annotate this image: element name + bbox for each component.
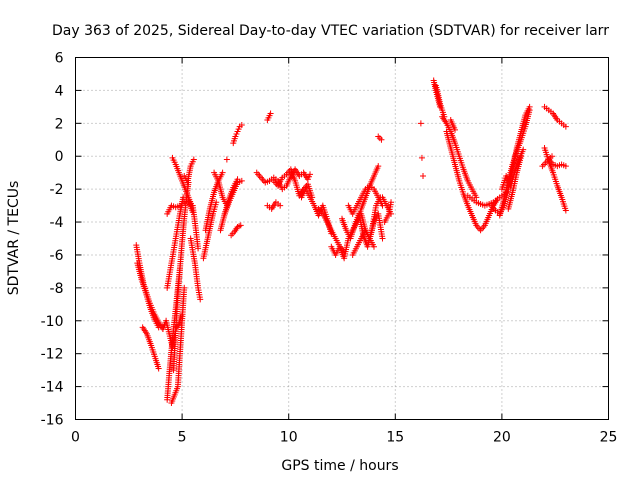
y-tick-label: -14 bbox=[41, 380, 64, 396]
x-axis-ticks: 0 5 10 15 20 25 bbox=[71, 57, 618, 446]
chart-title: Day 363 of 2025, Sidereal Day-to-day VTE… bbox=[52, 23, 609, 39]
data-point bbox=[378, 136, 385, 143]
data-point bbox=[520, 146, 527, 153]
data-point bbox=[562, 207, 569, 214]
x-tick-label: 15 bbox=[386, 430, 404, 446]
data-point bbox=[155, 324, 162, 331]
data-point bbox=[307, 171, 314, 178]
data-point bbox=[238, 177, 245, 184]
data-point bbox=[155, 365, 162, 372]
y-axis-label: SDTVAR / TECUs bbox=[6, 181, 22, 296]
plot-frame bbox=[75, 57, 609, 420]
data-point bbox=[388, 199, 395, 206]
y-axis-ticks: -16 -14 -12 -10 -8 -6 -4 -2 0 2 4 6 bbox=[41, 51, 609, 429]
data-point bbox=[526, 107, 533, 114]
data-point bbox=[197, 296, 204, 303]
data-point bbox=[375, 163, 382, 170]
x-tick-label: 25 bbox=[600, 430, 618, 446]
data-point bbox=[180, 194, 187, 201]
x-tick-label: 20 bbox=[493, 430, 511, 446]
y-tick-label: -4 bbox=[50, 215, 64, 231]
y-tick-label: -8 bbox=[50, 281, 64, 297]
data-point bbox=[181, 284, 188, 291]
y-tick-label: 4 bbox=[55, 83, 64, 99]
data-point bbox=[420, 172, 427, 179]
data-point bbox=[237, 222, 244, 229]
y-tick-label: 6 bbox=[55, 51, 64, 67]
y-tick-label: -10 bbox=[41, 314, 64, 330]
y-tick-label: 2 bbox=[55, 116, 64, 132]
data-point bbox=[418, 154, 425, 161]
y-tick-label: 0 bbox=[55, 149, 64, 165]
y-tick-label: -2 bbox=[50, 182, 64, 198]
data-point bbox=[549, 153, 556, 160]
data-point bbox=[219, 169, 226, 176]
data-point bbox=[518, 153, 525, 160]
data-point bbox=[223, 156, 230, 163]
data-point bbox=[190, 156, 197, 163]
data-point bbox=[562, 123, 569, 130]
data-point bbox=[267, 110, 274, 117]
data-point bbox=[451, 126, 458, 133]
data-point bbox=[195, 245, 202, 252]
x-axis-label: GPS time / hours bbox=[281, 458, 398, 474]
data-points bbox=[133, 77, 569, 407]
data-point bbox=[277, 202, 284, 209]
x-tick-label: 10 bbox=[280, 430, 298, 446]
data-point bbox=[379, 235, 386, 242]
data-point bbox=[238, 121, 245, 128]
y-tick-label: -16 bbox=[41, 413, 64, 429]
data-point bbox=[417, 120, 424, 127]
y-tick-label: -12 bbox=[41, 347, 64, 363]
x-tick-label: 0 bbox=[71, 430, 80, 446]
data-point bbox=[370, 243, 377, 250]
y-tick-label: -6 bbox=[50, 248, 64, 264]
x-tick-label: 5 bbox=[178, 430, 187, 446]
data-point bbox=[562, 163, 569, 170]
